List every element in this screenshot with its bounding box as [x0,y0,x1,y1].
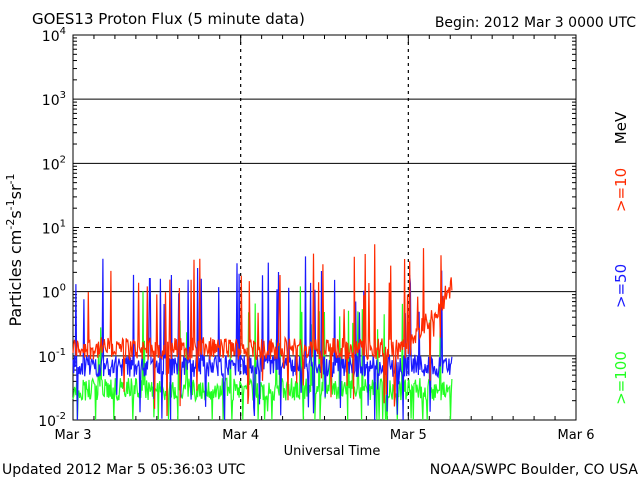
y-axis-label: Particles cm-2s-1sr-1 [4,173,25,326]
x-tick-labels: Mar 3 Mar 4 Mar 5 Mar 6 [55,428,595,443]
x-tick-label: Mar 4 [222,428,259,443]
x-tick-label: Mar 5 [390,428,427,443]
x-tick-label: Mar 6 [558,428,595,443]
y-tick-label: 10-2 [38,411,66,430]
series-line [72,286,453,421]
y-tick-label: 102 [42,154,66,173]
legend-ge10: >=10 [612,168,630,212]
day-separators [72,35,577,420]
series-line [72,244,453,417]
units-label: MeV [612,111,630,144]
x-tick-label: Mar 3 [55,428,92,443]
credit-label: NOAA/SWPC Boulder, CO USA [430,462,639,478]
y-tick-label: 100 [42,283,66,302]
legend-ge50: >=50 [612,264,630,308]
updated-label: Updated 2012 Mar 5 05:36:03 UTC [2,462,246,478]
y-tick-label: 104 [42,26,66,45]
y-tick-labels: 10-2 10-1 100 101 102 103 104 [38,26,66,430]
y-tick-label: 10-1 [38,347,66,366]
y-tick-label: 103 [42,90,66,109]
chart-title: GOES13 Proton Flux (5 minute data) [32,10,305,28]
y-tick-label: 101 [42,219,66,238]
legend-ge100: >=100 [612,351,630,405]
x-axis-label: Universal Time [284,444,381,459]
begin-label: Begin: 2012 Mar 3 0000 UTC [435,15,636,31]
series-lines [72,244,453,421]
